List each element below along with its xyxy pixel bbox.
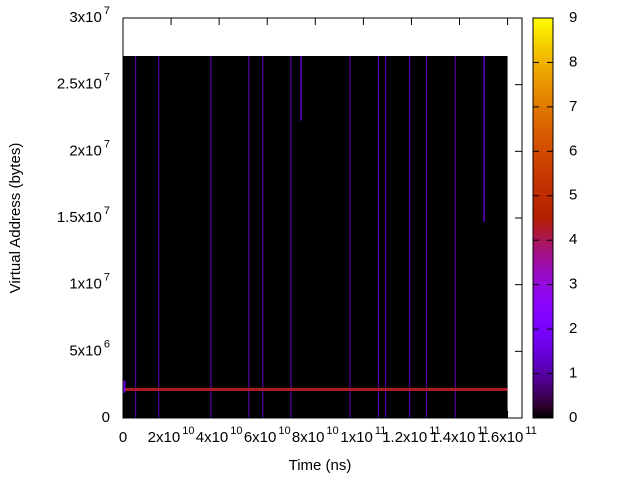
heatmap-cell <box>377 56 379 418</box>
heatmap-cell <box>123 380 126 393</box>
heatmap-cell <box>262 56 264 418</box>
x-tick-label-base: 1.6x10 <box>478 429 523 446</box>
x-tick-label-exponent: 11 <box>525 425 536 437</box>
y-tick-label-exponent: 7 <box>104 5 110 17</box>
x-tick-label-base: 2x10 <box>148 429 181 446</box>
x-tick-label-base: 4x10 <box>196 429 229 446</box>
x-tick-label-exponent: 10 <box>278 425 290 437</box>
x-tick-label-exponent: 10 <box>182 425 194 437</box>
colorbar <box>532 17 554 419</box>
x-tick-label-exponent: 11 <box>429 425 440 437</box>
colorbar-tick-label: 0 <box>569 409 577 426</box>
y-tick-label-exponent: 7 <box>104 205 110 217</box>
heatmap-cell <box>248 56 250 418</box>
colorbar-tick-label: 5 <box>569 187 577 204</box>
x-tick-label: 0 <box>119 429 127 446</box>
y-tick-label-exponent: 6 <box>104 338 110 350</box>
x-tick-label: 1.4x10 11 <box>430 425 488 446</box>
heatmap-cell <box>483 56 485 222</box>
heatmap-cell <box>349 56 351 418</box>
x-tick-label-base: 1.4x10 <box>430 429 475 446</box>
heatmap-cell <box>425 56 428 418</box>
x-axis-label: Time (ns) <box>289 457 352 474</box>
x-tick-label: 2x10 10 <box>148 425 195 446</box>
x-tick-label-exponent: 11 <box>375 425 386 437</box>
heatmap-cell <box>290 56 292 418</box>
colorbar-tick-label: 9 <box>569 9 577 26</box>
x-tick-label: 1.2x10 11 <box>382 425 440 446</box>
heatmap-cell <box>123 56 508 418</box>
heatmap-cell <box>123 388 508 391</box>
colorbar-tick-label: 2 <box>569 320 577 337</box>
y-tick-label-base: 1x10 <box>69 276 102 293</box>
x-tick-label: 1.6x10 11 <box>478 425 536 446</box>
heatmap-cell <box>409 56 411 418</box>
y-tick-label: 2x10 7 <box>69 138 110 159</box>
x-tick-label: 1x10 11 <box>340 425 386 446</box>
heatmap-cell <box>300 56 302 121</box>
heatmap-cell <box>135 56 137 418</box>
y-tick-label-exponent: 7 <box>104 72 110 84</box>
heatmap-cell <box>384 56 387 418</box>
heatmap-cell <box>158 56 160 418</box>
y-axis-label: Virtual Address (bytes) <box>7 143 24 294</box>
y-tick-label-exponent: 7 <box>104 272 110 284</box>
x-tick-label-base: 8x10 <box>292 429 325 446</box>
y-tick-label-base: 2x10 <box>69 142 102 159</box>
x-tick-label-exponent: 10 <box>230 425 242 437</box>
x-tick-label: 6x10 10 <box>244 425 291 446</box>
y-tick-label-base: 2.5x10 <box>57 76 102 93</box>
colorbar-tick-label: 8 <box>569 53 577 70</box>
y-tick-label-base: 1.5x10 <box>57 209 102 226</box>
y-tick-label: 5x10 6 <box>69 338 110 359</box>
y-tick-label: 1.5x10 7 <box>57 205 110 226</box>
heatmap-cell <box>454 56 456 418</box>
x-tick-label-base: 6x10 <box>244 429 277 446</box>
y-tick-label-base: 5x10 <box>69 342 102 359</box>
y-tick-label-base: 3x10 <box>69 9 102 26</box>
x-tick-label-exponent: 11 <box>477 425 488 437</box>
y-tick-label: 1x10 7 <box>69 272 110 293</box>
x-tick-label-base: 1.2x10 <box>382 429 427 446</box>
colorbar-tick-label: 4 <box>569 231 577 248</box>
colorbar-tick-label: 1 <box>569 365 577 382</box>
y-tick-label-exponent: 7 <box>104 138 110 150</box>
y-tick-label: 0 <box>102 409 110 426</box>
x-tick-label: 4x10 10 <box>196 425 243 446</box>
x-tick-label-base: 1x10 <box>340 429 373 446</box>
heatmap-cell <box>210 56 212 418</box>
y-tick-label: 3x10 7 <box>69 5 110 26</box>
colorbar-tick-label: 7 <box>569 98 577 115</box>
colorbar-tick-label: 6 <box>569 142 577 159</box>
x-tick-label: 8x10 10 <box>292 425 339 446</box>
colorbar-tick-label: 3 <box>569 276 577 293</box>
y-tick-label: 2.5x10 7 <box>57 72 110 93</box>
x-tick-label-exponent: 10 <box>326 425 338 437</box>
